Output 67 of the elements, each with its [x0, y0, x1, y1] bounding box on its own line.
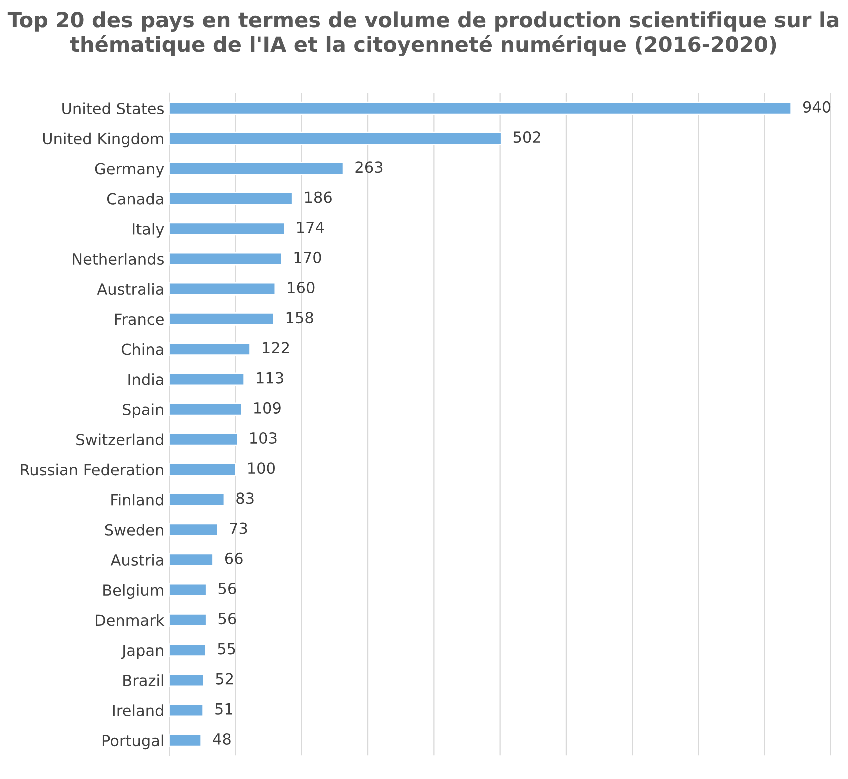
bar — [170, 704, 204, 718]
y-tick-label: France — [115, 314, 164, 326]
bar — [170, 222, 286, 236]
data-label: 83 — [236, 492, 254, 504]
bar — [170, 734, 202, 748]
data-label: 100 — [248, 462, 275, 474]
y-tick-label: Canada — [107, 193, 164, 205]
bar — [170, 523, 219, 537]
bar — [170, 342, 251, 356]
y-tick-label: Australia — [97, 283, 164, 296]
y-tick-label: Finland — [112, 494, 164, 506]
y-tick-label: United Kingdom — [43, 132, 164, 148]
data-label: 109 — [254, 402, 281, 414]
y-tick-label: Portugal — [102, 734, 164, 750]
bar — [170, 493, 226, 507]
bar — [170, 162, 344, 176]
y-tick-label: United States — [62, 102, 164, 115]
data-label: 174 — [297, 222, 324, 234]
bar — [170, 613, 208, 627]
bar — [170, 372, 246, 386]
bar — [170, 553, 214, 567]
data-label: 56 — [218, 582, 236, 595]
bar — [170, 432, 238, 446]
data-label: 73 — [230, 522, 248, 534]
bar — [170, 192, 294, 206]
y-tick-label: China — [122, 344, 164, 356]
data-label: 113 — [257, 372, 284, 384]
y-tick-label: Italy — [133, 223, 164, 238]
data-label: 160 — [288, 282, 315, 294]
data-label: 170 — [294, 252, 322, 264]
data-label: 103 — [250, 432, 277, 444]
data-label: 186 — [305, 192, 332, 204]
bar — [170, 583, 208, 597]
y-tick-label: Spain — [123, 404, 164, 418]
y-tick-label: India — [128, 374, 164, 386]
data-label: 48 — [213, 733, 231, 746]
data-label: 122 — [263, 342, 290, 354]
bar — [170, 462, 236, 476]
y-tick-label: Switzerland — [76, 434, 164, 446]
y-tick-label: Netherlands — [73, 253, 164, 266]
bar — [170, 674, 205, 688]
bar — [170, 402, 242, 416]
data-label: 55 — [218, 643, 236, 655]
bar — [170, 312, 275, 326]
y-tick-label: Sweden — [105, 524, 164, 536]
y-tick-label: Ireland — [113, 704, 164, 717]
bar — [170, 252, 283, 266]
data-label: 56 — [218, 613, 236, 625]
bar — [170, 102, 792, 116]
data-label: 52 — [216, 673, 234, 685]
bar — [170, 644, 207, 657]
data-label: 502 — [514, 132, 540, 144]
y-tick-label: Austria — [110, 554, 164, 566]
data-label: 66 — [225, 552, 243, 564]
bar — [170, 132, 502, 146]
y-tick-label: Russian Federation — [21, 464, 164, 476]
y-tick-label: Germany — [95, 163, 164, 178]
data-label: 940 — [803, 101, 831, 113]
data-label: 158 — [286, 312, 314, 324]
chart-title: Top 20 des pays en termes de volume de production scientifique sur la thématique de l'IA et la citoyenneté numérique (2016-2020) — [8, 12, 839, 56]
bar — [170, 282, 276, 296]
data-label: 263 — [356, 162, 383, 174]
y-tick-label: Belgium — [104, 584, 164, 600]
y-tick-label: Brazil — [124, 674, 164, 686]
data-label: 51 — [216, 704, 232, 715]
y-tick-label: Japan — [121, 644, 164, 660]
y-tick-label: Denmark — [96, 614, 165, 626]
